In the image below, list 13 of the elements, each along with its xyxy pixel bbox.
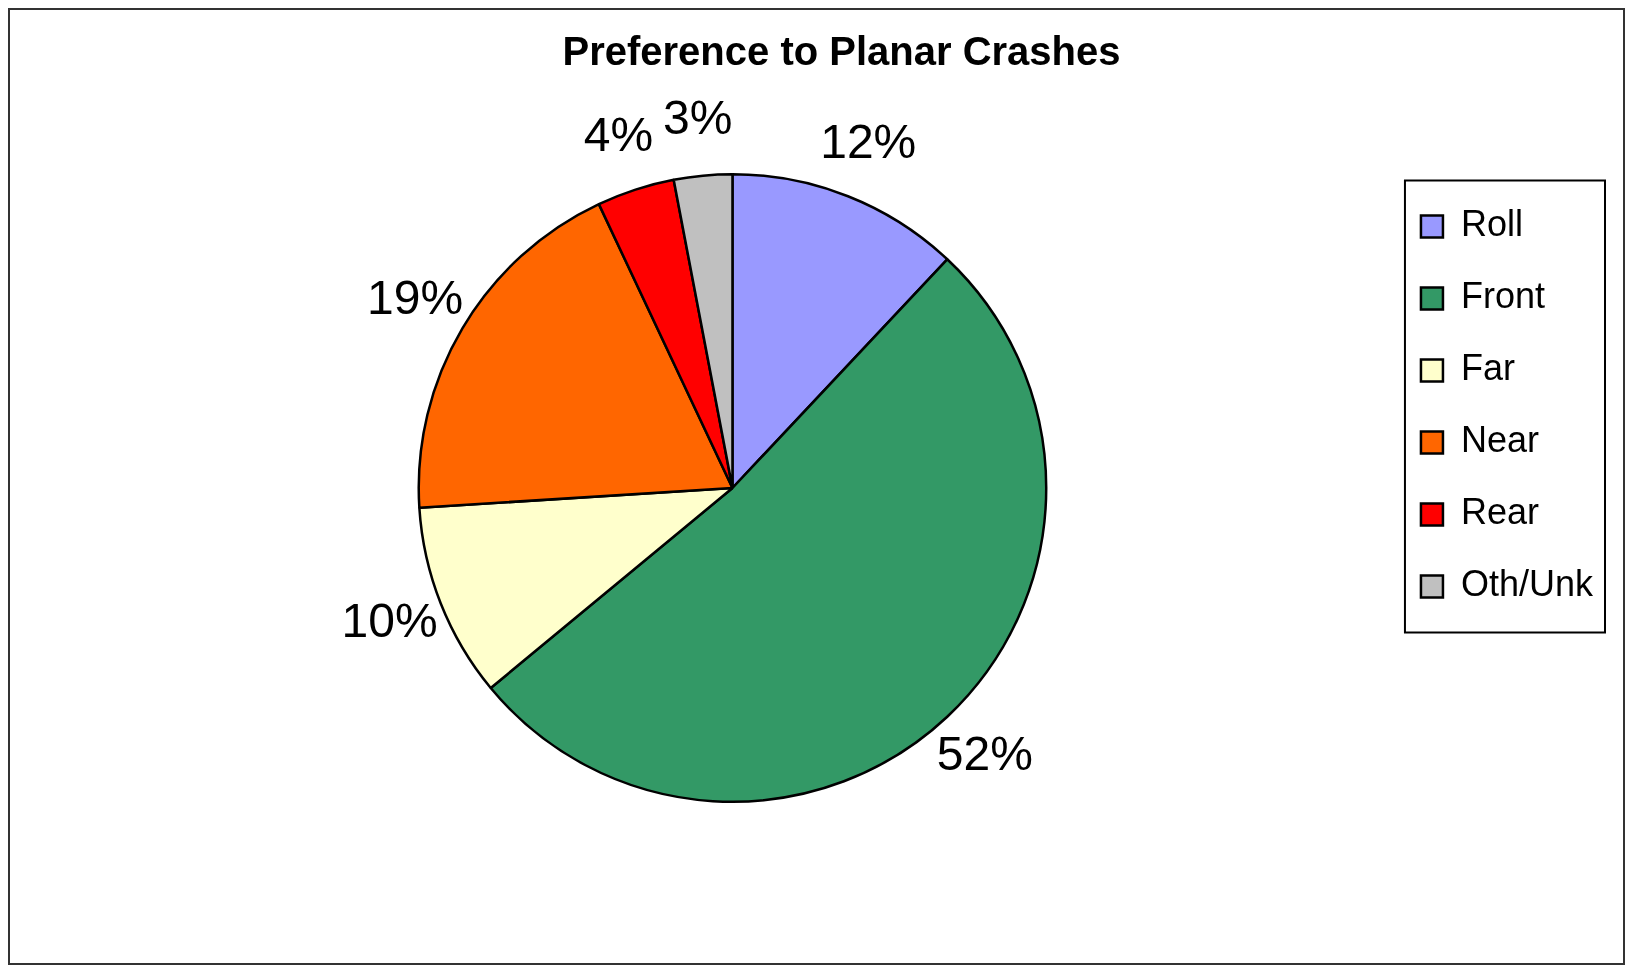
data-label: 10% [341, 593, 438, 647]
data-label: 4% [583, 107, 654, 161]
data-label: 3% [663, 91, 733, 145]
legend-label: Rear [1460, 491, 1539, 533]
data-label: 19% [367, 270, 464, 324]
legend-label: Front [1460, 275, 1545, 317]
legend-label: Far [1460, 347, 1515, 389]
data-label: 52% [936, 727, 1033, 781]
data-label: 12% [820, 115, 917, 169]
legend-label: Near [1460, 419, 1539, 461]
legend-label: Roll [1460, 203, 1523, 245]
chart-title: Preference to Planar Crashes [562, 29, 1121, 74]
legend-label: Oth/Unk [1460, 563, 1594, 605]
